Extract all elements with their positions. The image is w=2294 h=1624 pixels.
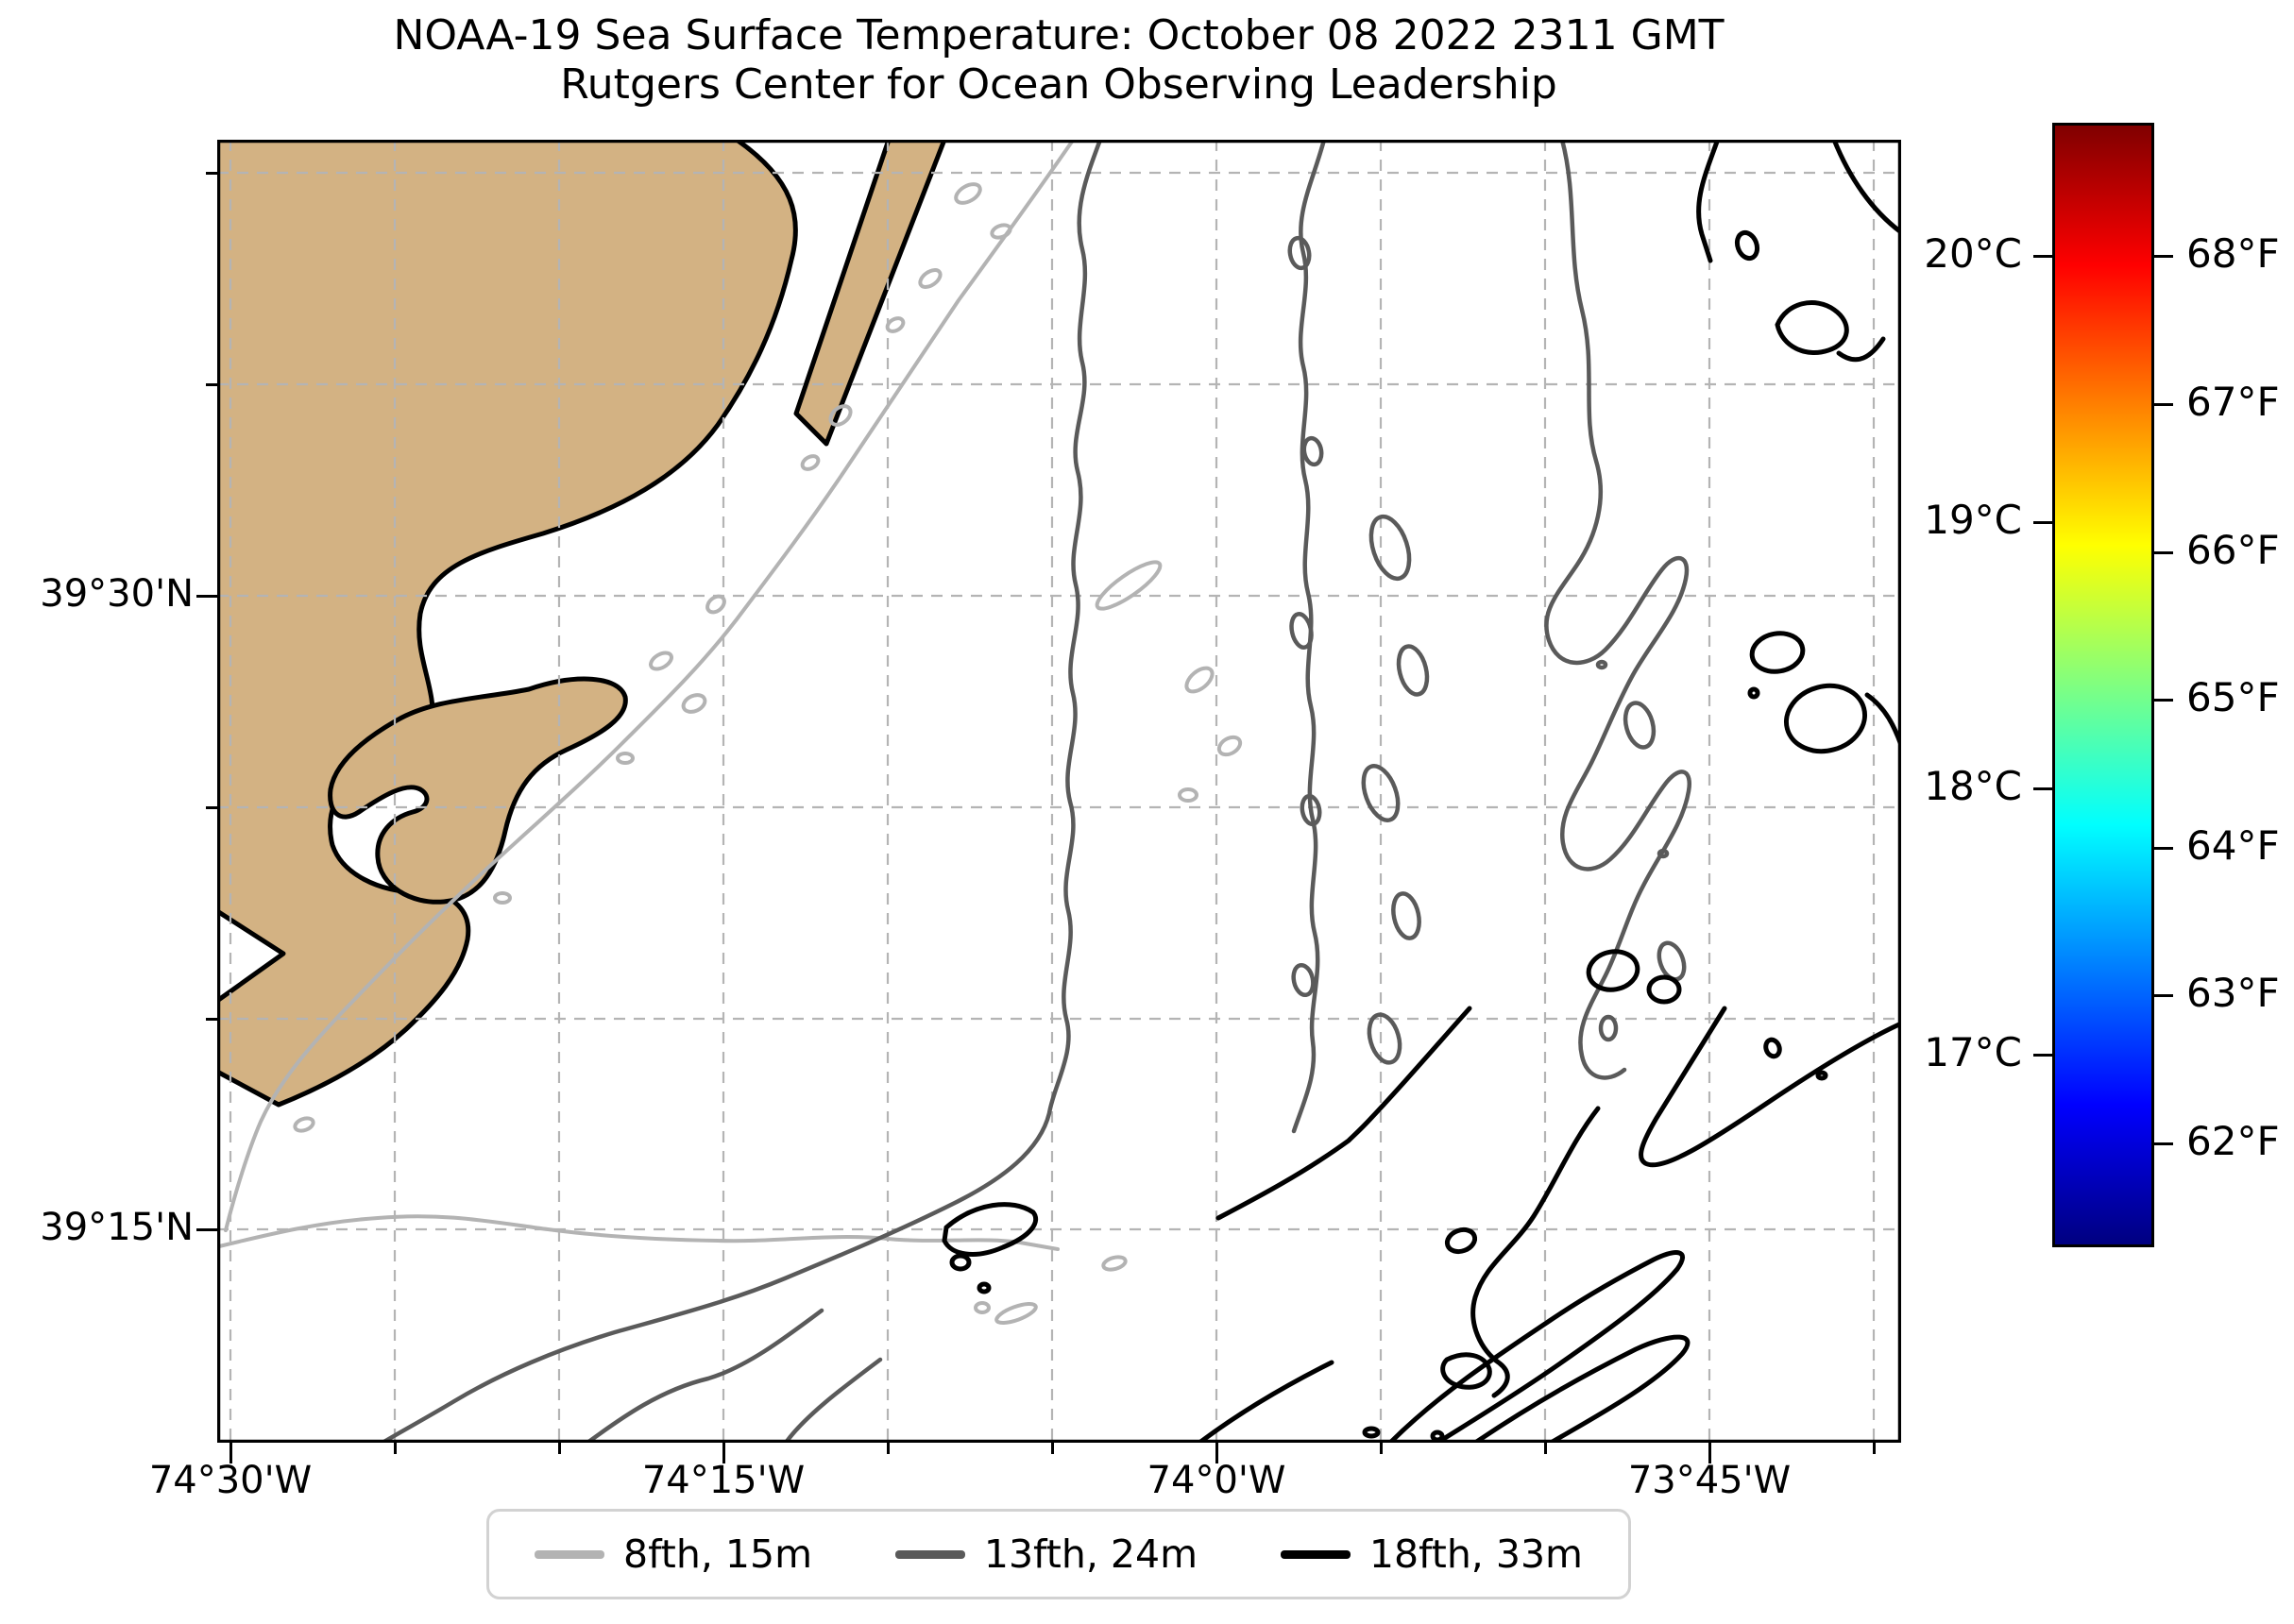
legend-line-swatch-8fth — [535, 1549, 604, 1559]
colorbar-label-fahrenheit: 68°F — [2186, 230, 2280, 277]
x-minor-tick — [394, 1443, 397, 1454]
title-line-2: Rutgers Center for Ocean Observing Leade… — [560, 59, 1557, 109]
x-minor-tick — [1873, 1443, 1876, 1454]
land-mass — [217, 140, 947, 1108]
legend-item-13fth: 13fth, 24m — [894, 1531, 1198, 1577]
contour-13fth — [380, 140, 1692, 1443]
colorbar-label-celsius: 20°C — [1924, 230, 2022, 277]
colorbar-tick-celsius — [2033, 1053, 2052, 1057]
colorbar-tick-fahrenheit — [2154, 993, 2173, 997]
y-tick-label: 39°15'N — [40, 1206, 194, 1249]
map-plot — [217, 140, 1901, 1443]
y-tick-label: 39°30'N — [40, 572, 194, 616]
depth-contour-legend: 8fth, 15m 13fth, 24m 18fth, 33m — [486, 1509, 1631, 1599]
x-minor-tick — [1544, 1443, 1547, 1454]
legend-label-18fth: 18fth, 33m — [1368, 1531, 1583, 1577]
colorbar-label-celsius: 19°C — [1924, 497, 2022, 543]
colorbar-label-fahrenheit: 63°F — [2186, 970, 2280, 1016]
x-tick-label: 74°30'W — [148, 1459, 313, 1502]
x-minor-tick — [887, 1443, 890, 1454]
legend-line-swatch-13fth — [894, 1549, 965, 1559]
colorbar-label-fahrenheit: 65°F — [2186, 674, 2280, 720]
x-major-tick — [722, 1443, 725, 1463]
y-minor-tick — [206, 1018, 217, 1021]
colorbar-tick-celsius — [2033, 254, 2052, 258]
x-major-tick — [1708, 1443, 1711, 1463]
colorbar-tick-fahrenheit — [2154, 846, 2173, 850]
x-major-tick — [229, 1443, 232, 1463]
y-major-tick — [196, 1227, 217, 1231]
legend-item-18fth: 18fth, 33m — [1280, 1531, 1583, 1577]
x-minor-tick — [1051, 1443, 1054, 1454]
graticule — [217, 140, 1901, 1443]
colorbar-tick-fahrenheit — [2154, 1142, 2173, 1145]
colorbar-tick-celsius — [2033, 520, 2052, 524]
x-tick-label: 74°15'W — [641, 1459, 806, 1502]
x-major-tick — [1215, 1443, 1218, 1463]
colorbar — [2052, 123, 2154, 1247]
colorbar-tick-fahrenheit — [2154, 550, 2173, 554]
y-major-tick — [196, 594, 217, 598]
colorbar-label-fahrenheit: 64°F — [2186, 822, 2280, 869]
contour-18fth — [942, 140, 1901, 1443]
y-minor-tick — [206, 172, 217, 175]
colorbar-label-fahrenheit: 62°F — [2186, 1118, 2280, 1164]
x-minor-tick — [1380, 1443, 1383, 1454]
contour-8fth — [217, 140, 1243, 1325]
plot-border — [217, 140, 1901, 1443]
colorbar-label-fahrenheit: 66°F — [2186, 527, 2280, 573]
colorbar-tick-fahrenheit — [2154, 698, 2173, 702]
y-minor-tick — [206, 806, 217, 809]
legend-label-8fth: 8fth, 15m — [623, 1531, 813, 1577]
colorbar-tick-fahrenheit — [2154, 254, 2173, 258]
colorbar-label-celsius: 18°C — [1924, 763, 2022, 809]
colorbar-label-fahrenheit: 67°F — [2186, 379, 2280, 425]
x-tick-label: 74°0'W — [1147, 1459, 1286, 1502]
colorbar-tick-fahrenheit — [2154, 402, 2173, 406]
title-line-1: NOAA-19 Sea Surface Temperature: October… — [393, 11, 1725, 59]
legend-item-8fth: 8fth, 15m — [535, 1531, 812, 1577]
legend-line-swatch-18fth — [1280, 1549, 1351, 1559]
colorbar-tick-celsius — [2033, 787, 2052, 790]
legend-label-13fth: 13fth, 24m — [983, 1531, 1198, 1577]
colorbar-label-celsius: 17°C — [1924, 1029, 2022, 1075]
y-minor-tick — [206, 383, 217, 386]
figure-title: NOAA-19 Sea Surface Temperature: October… — [0, 11, 2117, 110]
x-tick-label: 73°45'W — [1627, 1459, 1792, 1502]
x-minor-tick — [558, 1443, 561, 1454]
